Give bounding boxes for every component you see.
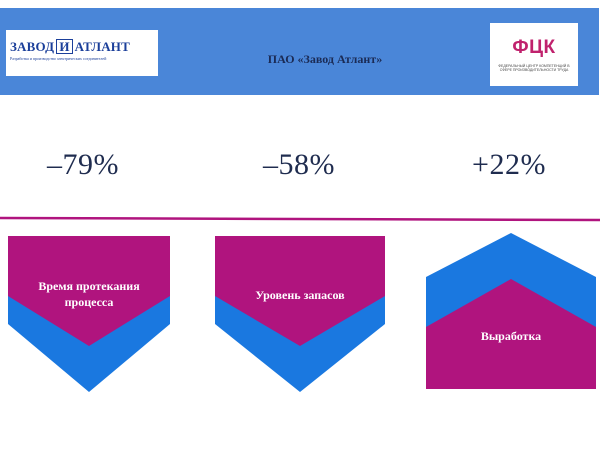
- chevron-up-output: [426, 233, 596, 389]
- zavod-atlant-logo: ЗАВОД И АТЛАНТ Разработка и производство э…: [6, 30, 158, 76]
- metric-value-process-time: –79%: [47, 148, 119, 181]
- fck-logo: ФЦК ФЕДЕРАЛЬНЫЙ ЦЕНТР КОМПЕТЕНЦИЙ В СФЕР…: [490, 23, 578, 86]
- header-banner: ЗАВОД И АТЛАНТ Разработка и производство э…: [0, 8, 599, 95]
- fck-logo-name: ФЦК: [512, 37, 556, 58]
- fck-logo-subtitle: ФЕДЕРАЛЬНЫЙ ЦЕНТР КОМПЕТЕНЦИЙ В СФЕРЕ ПР…: [498, 64, 570, 72]
- metric-label-process-time: Время протекания процесса: [38, 279, 140, 309]
- page-title: ПАО «Завод Атлант»: [267, 52, 383, 66]
- chevron-down-inventory: [215, 236, 385, 392]
- metric-value-output: +22%: [472, 148, 546, 181]
- chevron-down-process-time: [8, 236, 170, 392]
- metric-value-inventory: –58%: [263, 148, 335, 181]
- divider-line: [0, 216, 600, 222]
- logo-brand-text: ЗАВОД И АТЛАНТ: [10, 39, 130, 54]
- metric-label-inventory: Уровень запасов: [255, 288, 345, 302]
- metric-label-output: Выработка: [480, 329, 542, 343]
- logo-tagline: Разработка и производство электрических …: [10, 56, 107, 61]
